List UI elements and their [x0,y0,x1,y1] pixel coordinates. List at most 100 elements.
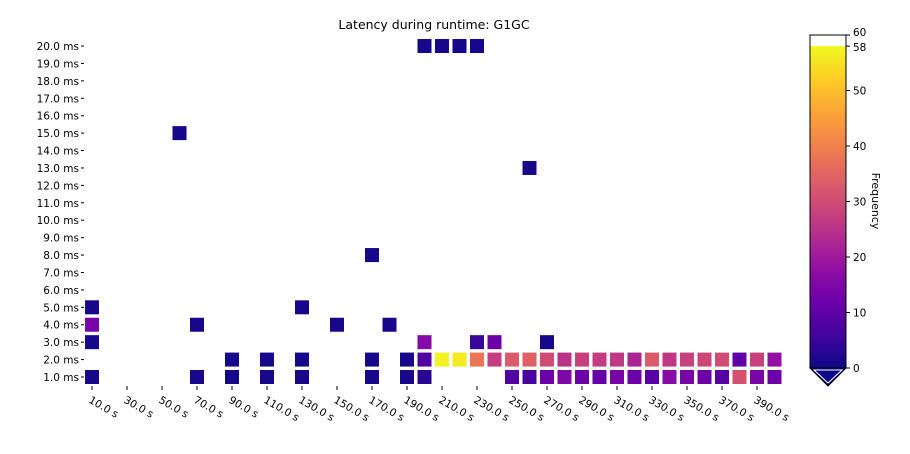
colorbar-tick-label: 60 [853,27,866,39]
heatmap-cell [610,370,624,384]
x-tick-label: 290.0 s [577,394,617,424]
colorbar-extend-min-triangle [808,367,848,387]
y-tick-label: 18.0 ms [37,76,79,88]
x-tick-label: 70.0 s [192,394,226,420]
heatmap-cell [750,370,764,384]
heatmap-cell [505,352,519,367]
y-tick-label: 5.0 ms [43,302,79,314]
heatmap-cell [540,370,554,384]
heatmap-cell [295,370,309,384]
x-tick-label: 330.0 s [647,394,687,424]
heatmap-cell [715,352,729,367]
heatmap-cell [732,370,747,384]
colorbar-tick-label: 50 [853,86,866,98]
colorbar-tick-label: 20 [853,252,866,264]
x-tick-label: 10.0 s [87,394,121,420]
heatmap-cell [680,370,694,384]
colorbar-tick-label: 0 [853,363,860,375]
heatmap-cell [470,335,484,350]
heatmap-cell [487,352,502,367]
y-tick-label: 19.0 ms [37,58,79,70]
y-tick-label: 15.0 ms [37,128,79,140]
y-axis-ticks: 1.0 ms 2.0 ms 3.0 ms 4.0 ms 5.0 ms 6.0 ms 7.0 … [37,41,84,384]
heatmap-cell [85,300,99,315]
y-tick-label: 9.0 ms [43,233,79,245]
heatmap-cell [295,352,309,367]
heatmap-cell [400,352,414,367]
x-tick-label: 370.0 s [717,394,757,424]
heatmap-cell [645,370,659,384]
y-tick-label: 16.0 ms [37,111,79,123]
heatmap-cell [417,352,432,367]
heatmap-cell [172,126,187,141]
heatmap-cell [330,317,344,332]
heatmap-cell [592,352,607,367]
heatmap-cell [557,370,572,384]
heatmap-cell [767,370,782,384]
y-tick-label: 20.0 ms [37,41,79,53]
y-tick-label: 1.0 ms [43,372,79,384]
heatmap-cell [627,352,642,367]
x-tick-label: 210.0 s [437,394,477,424]
y-tick-label: 6.0 ms [43,285,79,297]
heatmap-cell [365,352,379,367]
heatmap-cell [417,335,432,350]
colorbar-tick-label: 58 [853,42,866,54]
heatmap-cell [225,370,239,384]
x-tick-label: 250.0 s [507,394,547,424]
y-tick-label: 7.0 ms [43,267,79,279]
x-tick-label: 30.0 s [122,394,156,420]
heatmap-cell [767,352,782,367]
heatmap-cell [487,335,502,350]
heatmap-cell [697,352,712,367]
heatmap-cell [470,39,484,54]
y-tick-label: 11.0 ms [37,198,79,210]
heatmap-cell [190,317,204,332]
heatmap-cell [680,352,694,367]
heatmap-cell [295,300,309,315]
heatmap-cell [732,352,747,367]
x-tick-label: 230.0 s [472,394,512,424]
colorbar-label: Frequency [869,173,882,230]
y-tick-label: 4.0 ms [43,320,79,332]
colorbar: 0 10 20 30 40 50 58 60 [808,27,866,387]
x-tick-label: 90.0 s [227,394,261,420]
heatmap-cell [452,352,467,367]
heatmap-cell [85,317,99,332]
x-tick-label: 110.0 s [262,394,302,424]
colorbar-gradient [810,46,846,368]
x-tick-label: 270.0 s [542,394,582,424]
heatmap-cell [435,39,449,54]
heatmap-cell [452,39,467,54]
x-tick-label: 390.0 s [752,394,792,424]
x-tick-label: 350.0 s [682,394,722,424]
heatmap-cell [627,370,642,384]
heatmap-cell [610,352,624,367]
heatmap-cell [697,370,712,384]
heatmap-cell [505,370,519,384]
y-tick-label: 12.0 ms [37,180,79,192]
heatmap-cell [662,352,677,367]
y-tick-label: 2.0 ms [43,355,79,367]
heatmap-cell [522,160,537,175]
colorbar-extend-min-highlight [812,369,844,384]
heatmap-cell [645,352,659,367]
heatmap-cell [470,352,484,367]
heatmap-cell [662,370,677,384]
x-tick-label: 150.0 s [332,394,372,424]
heatmap-cell [540,352,554,367]
colorbar-tick-label: 40 [853,141,866,153]
heatmap-cell [557,352,572,367]
heatmap-cell [400,370,414,384]
chart-title: Latency during runtime: G1GC [338,17,529,32]
y-tick-label: 10.0 ms [37,215,79,227]
x-tick-label: 310.0 s [612,394,652,424]
heatmap-cell [417,370,432,384]
x-tick-label: 130.0 s [297,394,337,424]
heatmap-cell [85,335,99,350]
heatmap-cell [190,370,204,384]
heatmap-cell [260,370,274,384]
heatmap-cell [85,370,99,384]
heatmap-cell [592,370,607,384]
